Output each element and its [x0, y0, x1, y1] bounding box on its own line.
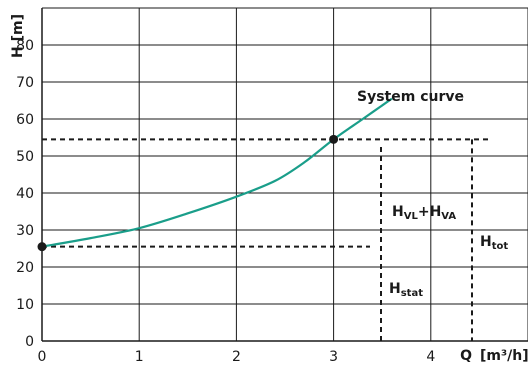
x-tick-label: 2 — [232, 349, 241, 365]
marker-points — [37, 134, 339, 252]
hstat-label: Hstat — [389, 281, 423, 299]
system-curve-line — [41, 97, 393, 248]
series-label: System curve — [357, 89, 464, 105]
x-tick-label: 1 — [135, 349, 144, 365]
x-axis-unit: [m³/h] — [480, 348, 528, 364]
hvl-hva-label: HVL+HVA — [392, 204, 456, 222]
series-layer — [41, 97, 393, 248]
x-tick-label: 0 — [38, 349, 47, 365]
y-tick-label: 70 — [16, 75, 34, 91]
x-tick-label: 3 — [329, 349, 338, 365]
operating-point-marker — [37, 242, 47, 252]
y-tick-label: 0 — [25, 334, 34, 350]
operating-point-marker — [329, 134, 339, 144]
y-tick-label: 80 — [16, 38, 34, 54]
y-tick-label: 10 — [16, 297, 34, 313]
y-tick-label: 50 — [16, 149, 34, 165]
reference-lines — [42, 138, 490, 341]
y-tick-label: 20 — [16, 260, 34, 276]
y-tick-label: 30 — [16, 223, 34, 239]
grid — [41, 7, 528, 342]
y-axis-title: H [m] — [10, 14, 26, 58]
y-tick-label: 60 — [16, 112, 34, 128]
x-tick-label: 4 — [426, 349, 435, 365]
htot-label: Htot — [480, 234, 508, 252]
x-axis-title: Q — [460, 348, 472, 364]
y-tick-label: 40 — [16, 186, 34, 202]
tick-labels: 0 10 20 30 40 50 60 70 80 0 1 2 3 4 — [16, 38, 435, 365]
